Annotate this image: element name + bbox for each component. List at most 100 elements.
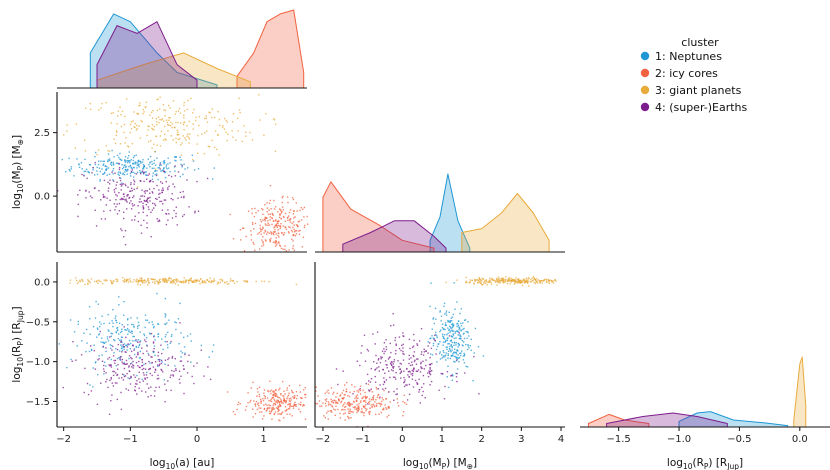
scatter-point-cluster-3 (173, 281, 175, 283)
scatter-point-cluster-3 (207, 145, 210, 148)
scatter-point-cluster-1 (443, 305, 445, 307)
scatter-point-cluster-4 (109, 365, 111, 367)
scatter-point-cluster-1 (85, 168, 88, 170)
scatter-point-cluster-1 (130, 167, 132, 169)
scatter-point-cluster-4 (431, 362, 433, 365)
scatter-point-cluster-1 (145, 174, 147, 176)
scatter-point-cluster-2 (277, 229, 279, 231)
scatter-point-cluster-4 (173, 370, 175, 372)
scatter-point-cluster-2 (364, 391, 366, 394)
scatter-point-cluster-3 (117, 110, 120, 112)
scatter-point-cluster-1 (126, 344, 129, 346)
scatter-point-cluster-2 (277, 406, 279, 408)
scatter-point-cluster-1 (451, 336, 453, 338)
scatter-point-cluster-3 (232, 113, 235, 115)
scatter-point-cluster-3 (90, 108, 92, 111)
scatter-point-cluster-3 (226, 121, 228, 123)
scatter-point-cluster-2 (303, 404, 305, 407)
scatter-point-cluster-2 (356, 409, 358, 411)
scatter-point-cluster-1 (441, 327, 444, 329)
scatter-point-cluster-3 (87, 279, 89, 281)
scatter-point-cluster-1 (148, 321, 150, 324)
scatter-point-cluster-3 (106, 279, 108, 282)
scatter-point-cluster-3 (152, 110, 154, 112)
scatter-point-cluster-4 (392, 376, 395, 378)
scatter-point-cluster-2 (369, 400, 371, 403)
scatter-point-cluster-2 (263, 392, 265, 394)
scatter-point-cluster-1 (139, 170, 141, 172)
scatter-point-cluster-2 (384, 404, 386, 406)
scatter-point-cluster-2 (289, 209, 292, 211)
scatter-point-cluster-1 (200, 344, 203, 347)
scatter-point-cluster-1 (108, 330, 110, 332)
scatter-point-cluster-3 (537, 279, 539, 281)
scatter-point-cluster-3 (121, 110, 124, 113)
scatter-point-cluster-1 (112, 309, 114, 311)
scatter-point-cluster-4 (424, 397, 426, 399)
scatter-point-cluster-2 (252, 241, 254, 244)
scatter-point-cluster-4 (456, 372, 458, 375)
scatter-point-cluster-1 (455, 372, 457, 375)
scatter-point-cluster-3 (177, 284, 179, 286)
scatter-point-cluster-4 (429, 384, 431, 386)
scatter-point-cluster-2 (280, 210, 282, 212)
scatter-point-cluster-3 (550, 280, 553, 282)
scatter-point-cluster-2 (327, 389, 329, 391)
scatter-point-cluster-3 (259, 119, 261, 121)
scatter-point-cluster-4 (157, 374, 159, 376)
scatter-point-cluster-4 (132, 196, 134, 199)
scatter-point-cluster-3 (191, 280, 193, 283)
scatter-point-cluster-4 (134, 215, 136, 217)
scatter-point-cluster-4 (422, 390, 424, 393)
scatter-point-cluster-1 (139, 343, 141, 346)
scatter-point-cluster-4 (392, 370, 394, 372)
scatter-point-cluster-3 (147, 141, 150, 143)
scatter-point-cluster-4 (121, 361, 123, 363)
scatter-point-cluster-1 (452, 333, 454, 335)
scatter-point-cluster-3 (172, 280, 174, 282)
scatter-point-cluster-2 (244, 409, 247, 411)
scatter-point-cluster-2 (286, 398, 288, 400)
scatter-point-cluster-4 (172, 375, 175, 377)
scatter-point-cluster-3 (207, 279, 209, 281)
scatter-point-cluster-2 (276, 226, 278, 229)
scatter-point-cluster-2 (364, 397, 367, 400)
kde-R-x-tick-label: −0.5 (727, 434, 751, 445)
scatter-point-cluster-2 (232, 238, 235, 240)
scatter-point-cluster-2 (262, 400, 265, 402)
scatter-point-cluster-4 (114, 362, 116, 364)
scatter-point-cluster-1 (212, 344, 215, 346)
scatter-point-cluster-2 (341, 409, 343, 411)
scatter-point-cluster-3 (496, 279, 498, 281)
scatter-point-cluster-3 (146, 134, 148, 137)
scatter-point-cluster-3 (479, 278, 482, 281)
scatter-point-cluster-2 (274, 228, 276, 231)
scatter-point-cluster-1 (129, 161, 131, 164)
scatter-point-cluster-4 (393, 366, 395, 368)
scatter-point-cluster-2 (282, 402, 285, 404)
scatter-point-cluster-4 (412, 370, 414, 373)
scatter-point-cluster-2 (267, 224, 269, 226)
legend-marker-2 (640, 68, 650, 78)
scatter-point-cluster-2 (274, 242, 276, 244)
scatter-point-cluster-1 (157, 336, 159, 338)
scatter-point-cluster-4 (385, 339, 387, 341)
scatter-point-cluster-3 (229, 278, 232, 280)
scatter-point-cluster-4 (428, 363, 431, 366)
scatter-point-cluster-2 (344, 384, 346, 386)
scatter-point-cluster-4 (180, 196, 183, 198)
scatter-point-cluster-4 (423, 351, 426, 353)
scatter-point-cluster-4 (158, 189, 160, 191)
scatter-point-cluster-3 (198, 280, 201, 282)
scatter-point-cluster-3 (525, 277, 528, 279)
scatter-point-cluster-4 (207, 366, 209, 368)
scatter-point-cluster-2 (344, 402, 346, 404)
scatter-point-cluster-3 (202, 282, 204, 284)
scatter-point-cluster-4 (146, 214, 148, 217)
scatter-point-cluster-4 (429, 356, 431, 359)
scatter-point-cluster-3 (155, 135, 157, 138)
scatter-point-cluster-2 (378, 393, 380, 396)
scatter-point-cluster-1 (455, 357, 458, 359)
scatter-point-cluster-2 (349, 408, 351, 410)
scatter-point-cluster-2 (330, 387, 333, 389)
